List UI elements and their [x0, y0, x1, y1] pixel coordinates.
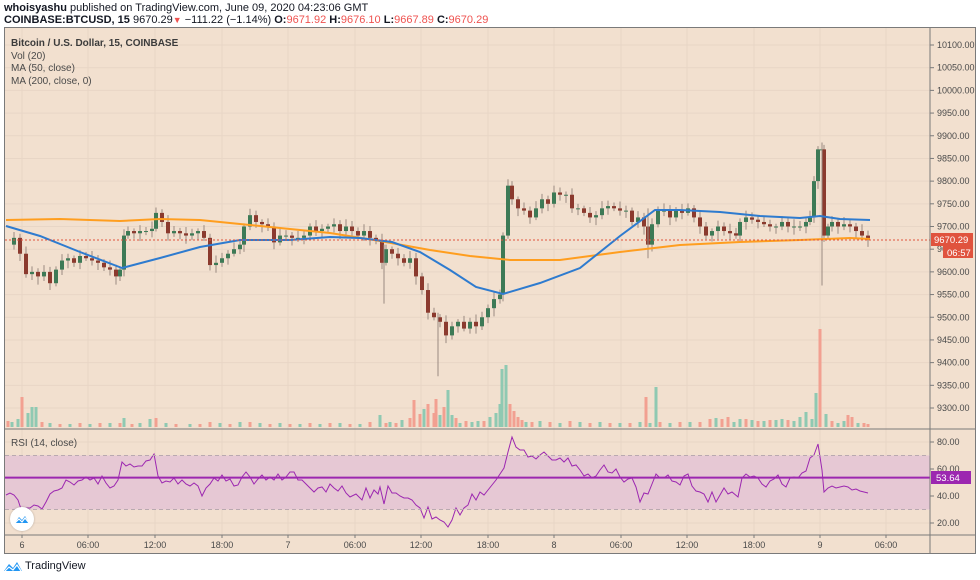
volume-bars — [6, 329, 870, 427]
svg-text:06:00: 06:00 — [875, 540, 898, 550]
svg-text:9700.00: 9700.00 — [937, 222, 970, 232]
svg-text:12:00: 12:00 — [676, 540, 699, 550]
svg-text:9750.00: 9750.00 — [937, 199, 970, 209]
candlesticks — [12, 142, 870, 377]
axes — [5, 28, 976, 553]
ma200-line — [5, 217, 871, 261]
legend-volume[interactable]: Vol (20) — [11, 50, 46, 62]
rsi-axis[interactable]: 80.00 60.00 40.00 20.00 — [930, 437, 960, 528]
rsi-band — [5, 455, 930, 510]
rsi-line — [5, 435, 869, 528]
grid-lines — [5, 28, 930, 535]
svg-text:10100.00: 10100.00 — [937, 40, 975, 50]
legend-ma200[interactable]: MA (200, close, 0) — [11, 75, 92, 87]
svg-text:06:00: 06:00 — [610, 540, 633, 550]
published-text: published on TradingView.com, June 09, 2… — [70, 2, 369, 14]
svg-text:18:00: 18:00 — [477, 540, 500, 550]
last-price-badge — [931, 233, 973, 246]
svg-text:7: 7 — [285, 540, 290, 550]
svg-text:9450.00: 9450.00 — [937, 335, 970, 345]
svg-text:20.00: 20.00 — [937, 518, 960, 528]
svg-text:9600.00: 9600.00 — [937, 267, 970, 277]
countdown-badge-text: 06:57 — [947, 248, 971, 259]
countdown-badge — [943, 246, 973, 258]
high-label: H: — [329, 14, 341, 26]
svg-text:9: 9 — [817, 540, 822, 550]
symbol-label: COINBASE:BTCUSD, 15 — [4, 14, 130, 26]
svg-text:9350.00: 9350.00 — [937, 380, 970, 390]
price-badges: 9670.29 06:57 53.64 — [931, 233, 973, 484]
svg-text:18:00: 18:00 — [743, 540, 766, 550]
svg-text:12:00: 12:00 — [410, 540, 433, 550]
publisher-name[interactable]: whoisyashu — [4, 2, 67, 14]
svg-text:8: 8 — [551, 540, 556, 550]
symbol-quote-line: COINBASE:BTCUSD, 15 9670.29▼ −111.22 (−1… — [4, 14, 488, 26]
footer-brand[interactable]: TradingView — [4, 560, 86, 572]
price-axis[interactable]: 10100.00 10050.00 10000.00 9950.00 9900.00 98… — [930, 40, 975, 413]
down-arrow-icon: ▼ — [172, 15, 182, 25]
svg-text:9800.00: 9800.00 — [937, 176, 970, 186]
svg-text:80.00: 80.00 — [937, 437, 960, 447]
open-label: O: — [274, 14, 287, 26]
svg-text:06:00: 06:00 — [344, 540, 367, 550]
close-label: C: — [436, 14, 449, 26]
ma50-line — [5, 209, 871, 296]
svg-text:9300.00: 9300.00 — [937, 403, 970, 413]
high-value: 9676.10 — [340, 14, 381, 26]
open-value: 9671.92 — [286, 14, 327, 26]
svg-text:9900.00: 9900.00 — [937, 131, 970, 141]
svg-text:9950.00: 9950.00 — [937, 108, 970, 118]
svg-text:9550.00: 9550.00 — [937, 290, 970, 300]
legend-title[interactable]: Bitcoin / U.S. Dollar, 15, COINBASE — [11, 38, 179, 49]
svg-text:10000.00: 10000.00 — [937, 85, 975, 95]
rsi-value-badge — [931, 471, 971, 484]
tradingview-logo-badge[interactable] — [10, 507, 34, 531]
svg-text:40.00: 40.00 — [937, 491, 960, 501]
last-price-badge-text: 9670.29 — [934, 235, 968, 246]
svg-text:10050.00: 10050.00 — [937, 63, 975, 73]
close-value: 9670.29 — [448, 14, 489, 26]
svg-text:12:00: 12:00 — [144, 540, 167, 550]
legend-ma50[interactable]: MA (50, close) — [11, 63, 75, 74]
tradingview-cloud-icon — [14, 516, 30, 524]
time-axis[interactable]: 6 06:00 12:00 18:00 7 06:00 12:00 18:00 8 06:00 12… — [19, 535, 897, 550]
svg-text:9400.00: 9400.00 — [937, 358, 970, 368]
svg-text:6: 6 — [19, 540, 24, 550]
tradingview-logo-icon — [4, 561, 22, 571]
footer-brand-text: TradingView — [25, 560, 86, 572]
chart-legend: Bitcoin / U.S. Dollar, 15, COINBASE Vol … — [11, 38, 178, 88]
rsi-legend[interactable]: RSI (14, close) — [11, 438, 78, 449]
publish-info: whoisyashu published on TradingView.com,… — [4, 2, 368, 14]
low-value: 9667.89 — [394, 14, 434, 26]
low-label: L: — [383, 14, 395, 26]
svg-text:60.00: 60.00 — [937, 464, 960, 474]
svg-text:9850.00: 9850.00 — [937, 153, 970, 163]
svg-text:06:00: 06:00 — [77, 540, 100, 550]
rsi-value-badge-text: 53.64 — [936, 473, 960, 484]
last-price: 9670.29 — [132, 14, 173, 26]
price-change: −111.22 (−1.14%) — [184, 14, 272, 26]
svg-text:9500.00: 9500.00 — [937, 312, 970, 322]
svg-text:18:00: 18:00 — [211, 540, 234, 550]
